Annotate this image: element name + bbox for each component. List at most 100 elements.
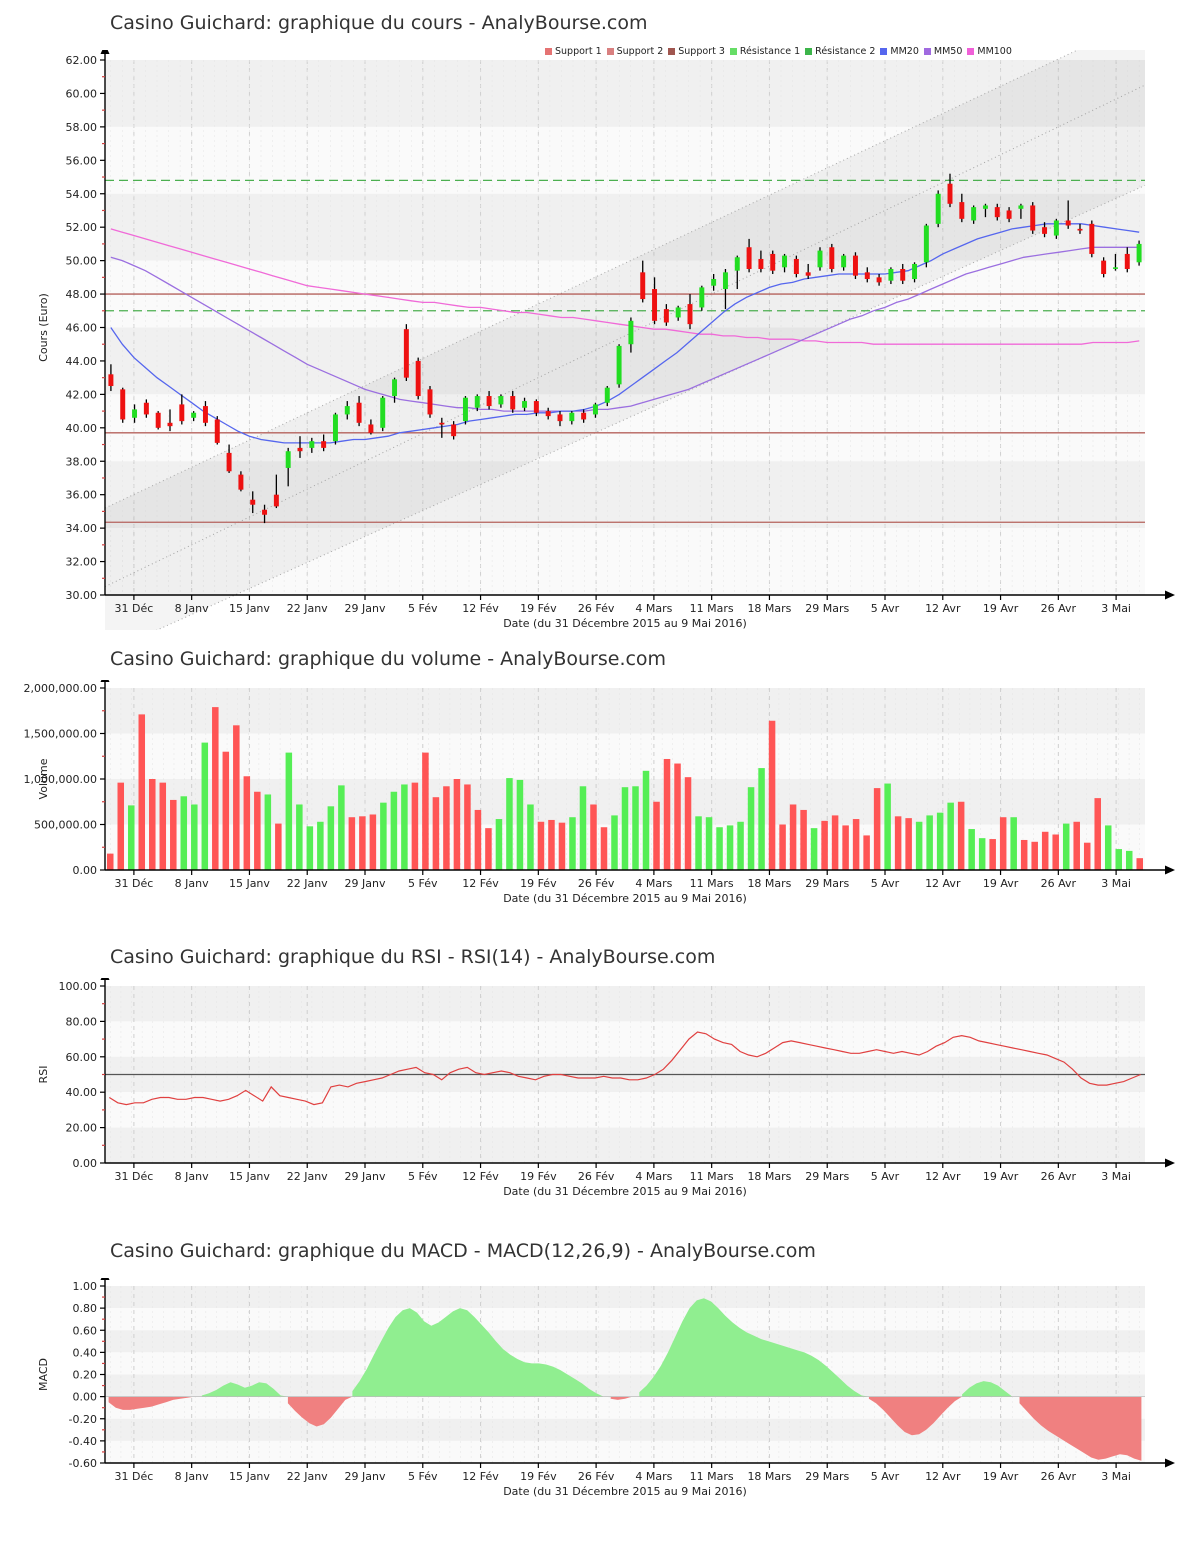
y-tick-label: 1,000,000.00 <box>24 773 97 786</box>
y-tick-label: 2,000,000.00 <box>24 682 97 695</box>
x-tick-label: 5 Avr <box>871 1170 900 1183</box>
legend-swatch-icon <box>668 48 676 55</box>
y-axis-label: Volume <box>37 758 50 799</box>
x-tick-label: 11 Mars <box>690 877 734 890</box>
x-tick-label: 18 Mars <box>747 877 791 890</box>
x-tick-label: 26 Avr <box>1041 602 1077 615</box>
legend-swatch-icon <box>880 48 888 55</box>
y-tick-label: 36.00 <box>66 489 98 502</box>
legend-item-support-1: Support 1 <box>545 46 602 57</box>
x-tick-label: 5 Fév <box>408 1470 438 1483</box>
y-tick-label: 56.00 <box>66 154 98 167</box>
y-tick-label: 44.00 <box>66 355 98 368</box>
y-tick-label: 42.00 <box>66 388 98 401</box>
x-tick-label: 12 Fév <box>462 1470 499 1483</box>
x-tick-label: 12 Fév <box>462 1170 499 1183</box>
x-tick-label: 19 Fév <box>520 877 557 890</box>
x-tick-label: 12 Fév <box>462 602 499 615</box>
y-tick-label: 58.00 <box>66 121 98 134</box>
x-tick-label: 19 Avr <box>983 877 1019 890</box>
y-tick-label: 0.80 <box>73 1302 98 1315</box>
x-tick-label: 4 Mars <box>635 1170 672 1183</box>
x-tick-label: 29 Janv <box>345 602 386 615</box>
x-tick-label: 12 Fév <box>462 877 499 890</box>
legend-label: Support 1 <box>555 46 602 57</box>
y-tick-label: 50.00 <box>66 255 98 268</box>
y-tick-label: 40.00 <box>66 1086 98 1099</box>
y-tick-label: 1.00 <box>73 1280 98 1293</box>
x-tick-label: 29 Janv <box>345 1170 386 1183</box>
legend-swatch-icon <box>923 48 931 55</box>
y-tick-label: 60.00 <box>66 87 98 100</box>
x-tick-label: 5 Avr <box>871 1470 900 1483</box>
x-tick-label: 5 Avr <box>871 877 900 890</box>
legend-item-r-sistance-1: Résistance 1 <box>729 46 800 57</box>
x-tick-label: 26 Avr <box>1041 877 1077 890</box>
legend-label: Support 3 <box>678 46 725 57</box>
legend-swatch-icon <box>967 48 975 55</box>
legend-item-support-2: Support 2 <box>606 46 663 57</box>
y-tick-label: 0.20 <box>73 1369 98 1382</box>
x-tick-label: 19 Avr <box>983 602 1019 615</box>
x-tick-label: 19 Fév <box>520 1170 557 1183</box>
x-tick-label: 8 Janv <box>175 877 209 890</box>
x-tick-label: 26 Fév <box>578 602 615 615</box>
x-tick-label: 26 Fév <box>578 1470 615 1483</box>
x-tick-label: 26 Fév <box>578 1170 615 1183</box>
y-tick-label: 40.00 <box>66 422 98 435</box>
price-chart-plot: 30.00 32.00 34.00 36.00 38.00 40.00 42.00 44.00… <box>37 50 1175 630</box>
x-tick-label: 12 Avr <box>925 1470 961 1483</box>
y-tick-label: 0.60 <box>73 1324 98 1337</box>
x-tick-label: 5 Fév <box>408 1170 438 1183</box>
x-tick-label: 29 Janv <box>345 1470 386 1483</box>
x-tick-label: 22 Janv <box>287 602 328 615</box>
x-tick-label: 5 Fév <box>408 877 438 890</box>
x-tick-label: 3 Mai <box>1101 602 1131 615</box>
x-tick-label: 4 Mars <box>635 1470 672 1483</box>
y-tick-label: 0.00 <box>73 1157 98 1170</box>
x-tick-label: 19 Avr <box>983 1470 1019 1483</box>
legend-swatch-icon <box>805 48 813 55</box>
y-tick-label: 500,000.00 <box>34 819 97 832</box>
x-tick-label: 22 Janv <box>287 1470 328 1483</box>
macd-chart-plot: -0.60 -0.40 -0.20 0.00 0.20 0.40 0.60 0.80 1.00 3… <box>37 1278 1175 1498</box>
volume-chart-plot: 0.00 500,000.00 1,000,000.00 1,500,000.00 2,… <box>24 680 1175 905</box>
x-tick-label: 18 Mars <box>747 1470 791 1483</box>
y-tick-label: -0.40 <box>69 1435 97 1448</box>
y-tick-label: 0.00 <box>73 1391 98 1404</box>
x-tick-label: 29 Mars <box>805 1470 849 1483</box>
legend-item-mm20: MM20 <box>880 46 919 57</box>
x-tick-label: 22 Janv <box>287 1170 328 1183</box>
y-tick-label: 30.00 <box>66 589 98 602</box>
macd-chart-panel: Casino Guichard: graphique du MACD - MAC… <box>0 1230 1200 1530</box>
x-tick-label: 26 Avr <box>1041 1170 1077 1183</box>
x-tick-label: 8 Janv <box>175 602 209 615</box>
x-tick-label: 26 Avr <box>1041 1470 1077 1483</box>
y-tick-label: 80.00 <box>66 1015 98 1028</box>
legend-swatch-icon <box>729 48 737 55</box>
x-tick-label: 31 Déc <box>114 1170 153 1183</box>
legend-item-support-3: Support 3 <box>668 46 725 57</box>
x-tick-label: 29 Mars <box>805 602 849 615</box>
x-axis-label: Date (du 31 Décembre 2015 au 9 Mai 2016) <box>503 1485 747 1498</box>
x-tick-label: 15 Janv <box>229 1170 270 1183</box>
y-tick-label: 46.00 <box>66 322 98 335</box>
legend-label: MM50 <box>933 46 963 57</box>
x-tick-label: 12 Avr <box>925 877 961 890</box>
x-tick-label: 29 Mars <box>805 1170 849 1183</box>
legend-item-mm100: MM100 <box>967 46 1012 57</box>
x-tick-label: 19 Fév <box>520 602 557 615</box>
price-chart-title: Casino Guichard: graphique du cours - An… <box>110 12 648 34</box>
legend-item-r-sistance-2: Résistance 2 <box>805 46 875 57</box>
y-axis-label: Cours (Euro) <box>37 293 50 362</box>
x-tick-label: 8 Janv <box>175 1470 209 1483</box>
x-tick-label: 15 Janv <box>229 602 270 615</box>
y-tick-label: 0.00 <box>73 864 98 877</box>
price-chart-legend: Support 1 Support 2 Support 3 Résistance 1 R… <box>545 46 1012 57</box>
x-tick-label: 31 Déc <box>114 1470 153 1483</box>
x-axis-label: Date (du 31 Décembre 2015 au 9 Mai 2016) <box>503 617 747 630</box>
y-tick-label: 62.00 <box>66 54 98 67</box>
legend-item-mm50: MM50 <box>923 46 963 57</box>
x-tick-label: 22 Janv <box>287 877 328 890</box>
x-tick-label: 11 Mars <box>690 602 734 615</box>
